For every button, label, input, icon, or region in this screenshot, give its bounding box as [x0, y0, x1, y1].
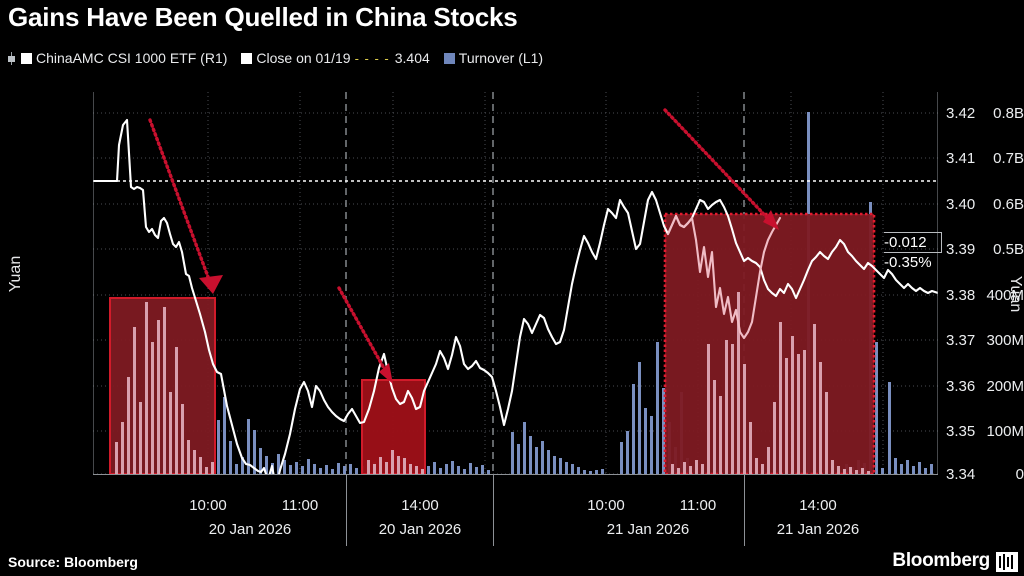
x-axis-separator-1 — [346, 474, 347, 546]
right-tick-3.36: 3.36 — [946, 378, 976, 395]
left-tick-400M: 400M — [986, 287, 1024, 304]
square-marker-icon — [443, 52, 455, 64]
x-date-label-2: 20 Jan 2026 — [378, 521, 462, 538]
right-tick-3.38: 3.38 — [946, 287, 976, 304]
price-change-pct: -0.35% — [884, 254, 932, 271]
legend-label-turnover: Turnover (L1) — [458, 50, 544, 66]
legend-item-close[interactable]: Close on 01/19 — [241, 50, 351, 66]
right-tick-3.37: 3.37 — [946, 332, 976, 349]
chart-svg — [93, 92, 938, 474]
bloomberg-wordmark: Bloomberg — [892, 550, 990, 571]
bloomberg-logo-icon — [996, 552, 1018, 572]
x-date-label-1: 20 Jan 2026 — [208, 521, 292, 538]
chart-plot-area[interactable] — [93, 92, 938, 474]
trend-arrow-2 — [337, 286, 393, 384]
right-tick-3.40: 3.40 — [946, 196, 976, 213]
left-tick-200M: 200M — [986, 378, 1024, 395]
x-tick-time-3: 14:00 — [401, 497, 439, 514]
x-axis-line — [93, 474, 938, 475]
chart-legend: ChinaAMC CSI 1000 ETF (R1) Close on 01/1… — [8, 50, 557, 66]
x-tick-time-4: 10:00 — [587, 497, 625, 514]
legend-handle-icon[interactable] — [8, 51, 17, 65]
price-change-callout: -0.012 -0.35% — [884, 232, 942, 272]
price-change-abs: -0.012 — [884, 232, 942, 253]
left-tick-0.5B: 0.5B — [993, 241, 1024, 258]
left-tick-100M: 100M — [986, 423, 1024, 440]
x-axis-separator-3 — [744, 474, 745, 546]
footer-bar — [0, 546, 1024, 576]
legend-label-close: Close on 01/19 — [256, 50, 351, 66]
x-axis-separator-2 — [493, 474, 494, 546]
turnover-bars-in-box-2 — [367, 450, 424, 474]
legend-label-etf: ChinaAMC CSI 1000 ETF (R1) — [36, 50, 228, 66]
x-tick-time-6: 14:00 — [799, 497, 837, 514]
right-tick-3.34: 3.34 — [946, 466, 976, 483]
left-tick-0.7B: 0.7B — [993, 150, 1024, 167]
turnover-bars-in-box-1 — [115, 302, 214, 474]
source-label: Source: Bloomberg — [8, 554, 138, 570]
highlight-box-3 — [663, 212, 876, 474]
highlight-box-1 — [109, 297, 216, 474]
right-tick-3.39: 3.39 — [946, 241, 976, 258]
legend-close-value: 3.404 — [394, 50, 430, 66]
legend-item-etf[interactable]: ChinaAMC CSI 1000 ETF (R1) — [21, 50, 227, 66]
x-tick-time-5: 11:00 — [679, 497, 717, 514]
trend-arrow-3 — [663, 108, 779, 230]
left-tick-0.8B: 0.8B — [993, 105, 1024, 122]
legend-dash-icon: - - - - — [354, 50, 390, 66]
square-marker-icon — [21, 52, 32, 64]
x-tick-time-2: 11:00 — [281, 497, 319, 514]
x-tick-time-1: 10:00 — [189, 497, 227, 514]
price-line-in-box-3 — [666, 214, 782, 340]
right-tick-3.41: 3.41 — [946, 150, 976, 167]
trend-arrows — [148, 108, 779, 384]
right-tick-3.42: 3.42 — [946, 105, 976, 122]
legend-item-turnover[interactable]: Turnover (L1) — [443, 50, 544, 66]
left-tick-0: 0 — [1015, 466, 1024, 483]
left-axis-title: Yuan — [7, 255, 24, 293]
square-marker-icon — [241, 52, 253, 64]
x-date-label-3: 21 Jan 2026 — [606, 521, 690, 538]
trend-arrow-1 — [148, 118, 223, 294]
left-tick-300M: 300M — [986, 332, 1024, 349]
page-title: Gains Have Been Quelled in China Stocks — [8, 2, 518, 32]
right-tick-3.35: 3.35 — [946, 423, 976, 440]
x-date-label-4: 21 Jan 2026 — [776, 521, 860, 538]
left-tick-0.6B: 0.6B — [993, 196, 1024, 213]
turnover-bars-in-box-3 — [671, 292, 870, 474]
price-line — [93, 118, 938, 474]
